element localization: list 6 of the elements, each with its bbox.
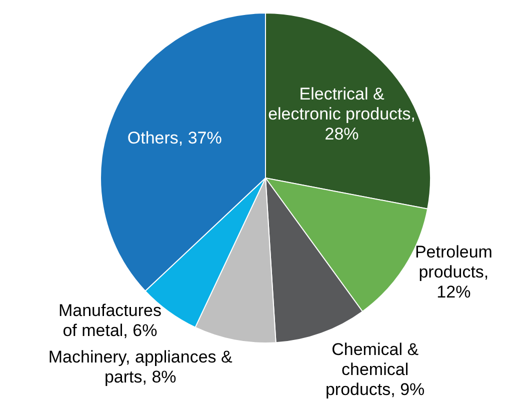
slice-label: Electrical & electronic products, 28% xyxy=(268,84,416,144)
slice-label: Others, 37% xyxy=(127,128,222,148)
slice-label: Petroleum products, 12% xyxy=(414,242,492,302)
slice-label: Manufactures of metal, 6% xyxy=(58,300,162,340)
slice-label: Chemical & chemical products, 9% xyxy=(325,340,425,400)
slice-label: Machinery, appliances & parts, 8% xyxy=(48,348,233,387)
